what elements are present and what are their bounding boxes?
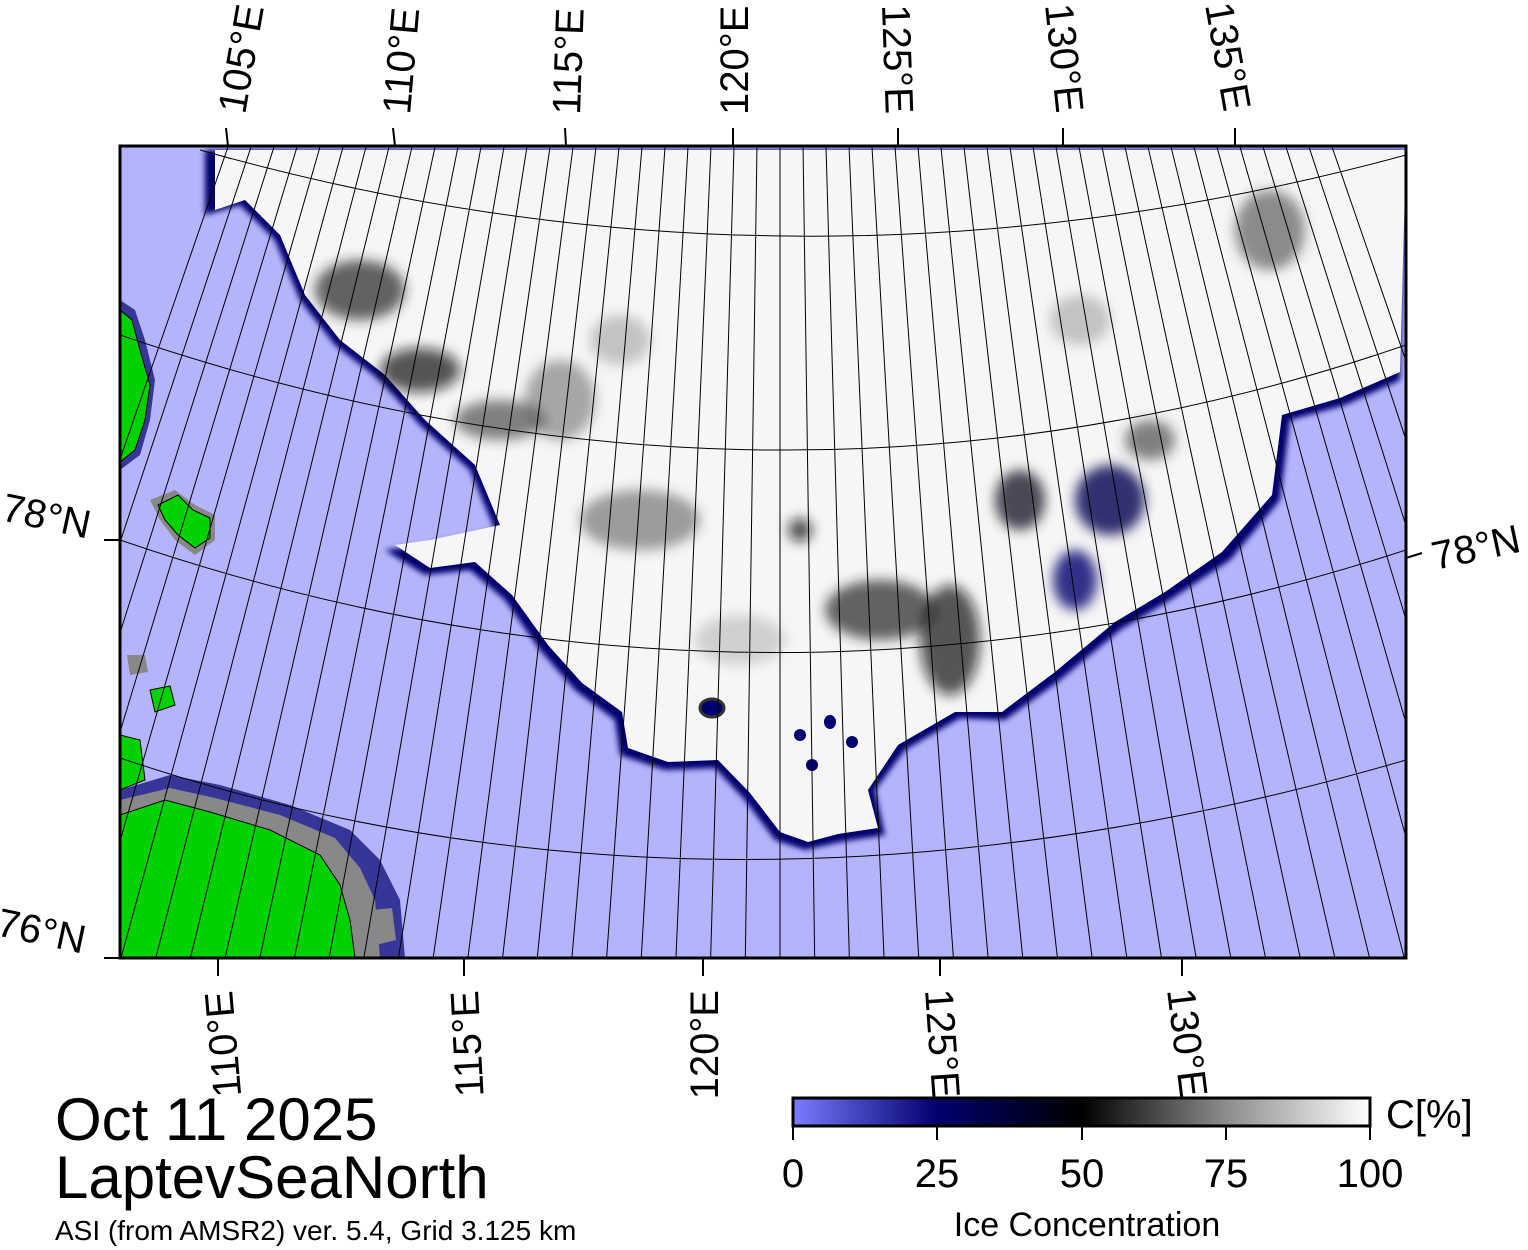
top-lon-label: 110°E	[375, 6, 428, 116]
meridian-line	[1170, 146, 1371, 958]
meridian-line	[328, 146, 482, 958]
bottom-lon-label: 115°E	[443, 990, 493, 1099]
top-lon-label: 135°E	[1196, 0, 1258, 114]
meridian-line	[1262, 146, 1406, 622]
colorbar-tick: 75	[1204, 1152, 1249, 1196]
polynya	[846, 736, 858, 748]
colorbar-title: Ice Concentration	[954, 1206, 1221, 1244]
meridian-line	[1032, 146, 1163, 958]
bottom-lon-label: 125°E	[916, 988, 968, 1100]
polynya	[794, 729, 806, 741]
meridian-line	[894, 146, 954, 958]
bottom-lon-label: 130°E	[1158, 986, 1215, 1100]
meridian-line	[189, 146, 390, 958]
meridian-line	[986, 146, 1093, 958]
meridian-line	[120, 146, 275, 635]
map-body	[120, 146, 1406, 958]
meridian-line	[744, 146, 758, 958]
meridian-line	[825, 146, 850, 958]
lat-label-left-upper: 78°N	[0, 486, 95, 548]
longitude-lines	[120, 146, 1406, 958]
meridian-line	[120, 146, 252, 544]
meridian-line	[120, 146, 298, 734]
meridian-line	[571, 146, 643, 958]
meridian-line	[224, 146, 413, 958]
lat-label-right: 78°N	[1428, 517, 1525, 579]
colorbar: 0 25 50 75 100 C[%] Ice Concentration	[782, 1093, 1473, 1244]
lat-label-left-lower: 76°N	[0, 901, 90, 963]
land-masses	[120, 300, 405, 958]
top-lon-label: 115°E	[545, 7, 593, 115]
product-info: ASI (from AMSR2) ver. 5.4, Grid 3.125 km	[55, 1215, 576, 1246]
meridian-line	[502, 146, 597, 958]
meridian-line	[467, 146, 574, 958]
colorbar-tick: 100	[1337, 1152, 1404, 1196]
map-region: LaptevSeaNorth	[55, 1144, 489, 1211]
polynya	[698, 697, 726, 719]
meridian-line	[397, 146, 528, 958]
bottom-lon-label: 110°E	[197, 989, 250, 1099]
colorbar-tick: 50	[1060, 1152, 1105, 1196]
meridian-line	[640, 146, 689, 958]
title-block: Oct 11 2025 LaptevSeaNorth ASI (from AMS…	[55, 1086, 576, 1246]
top-lon-label: 130°E	[1036, 1, 1091, 114]
meridian-line	[1285, 146, 1406, 528]
meridian-line	[940, 146, 1024, 958]
meridian-line	[1239, 146, 1406, 725]
meridian-line	[432, 146, 551, 958]
meridian-line	[155, 146, 367, 958]
meridian-line	[1147, 146, 1336, 958]
colorbar-gradient	[791, 1096, 1372, 1128]
map-frame	[118, 144, 1408, 960]
meridian-line	[1009, 146, 1128, 958]
map-date: Oct 11 2025	[55, 1086, 377, 1153]
bottom-lon-label: 120°E	[683, 990, 727, 1099]
top-lon-label: 120°E	[713, 6, 757, 115]
axis-ticks	[104, 127, 1423, 976]
colorbar-unit: C[%]	[1386, 1093, 1473, 1137]
meridian-line	[1124, 146, 1301, 958]
meridian-line	[1078, 146, 1232, 958]
meridian-line	[259, 146, 436, 958]
top-lon-label: 125°E	[873, 4, 921, 115]
meridian-line	[1055, 146, 1197, 958]
meridian-line	[802, 146, 816, 958]
bottom-longitude-labels: 110°E 115°E 120°E 125°E 130°E	[197, 986, 1215, 1100]
latitude-lines	[120, 149, 1406, 860]
meridian-line	[848, 146, 885, 958]
meridian-line	[871, 146, 920, 958]
sea-ice-pack	[205, 150, 1406, 850]
meridian-line	[120, 146, 321, 843]
low-concentration-patches	[315, 190, 1305, 695]
meridian-line	[675, 146, 712, 958]
meridian-line	[363, 146, 505, 958]
meridian-line	[606, 146, 666, 958]
polynya	[824, 715, 836, 729]
meridian-line	[293, 146, 459, 958]
meridian-line	[917, 146, 989, 958]
meridian-line	[120, 146, 344, 958]
meridian-line	[710, 146, 735, 958]
meridian-line	[1101, 146, 1267, 958]
colorbar-tick: 25	[915, 1152, 960, 1196]
top-lon-label: 105°E	[211, 1, 273, 116]
meridian-line	[1216, 146, 1406, 840]
meridian-line	[963, 146, 1058, 958]
meridian-line	[536, 146, 620, 958]
meridian-line	[1193, 146, 1405, 958]
colorbar-tick: 0	[782, 1152, 804, 1196]
top-longitude-labels: 105°E 110°E 115°E 120°E 125°E 130°E 135°…	[211, 0, 1259, 117]
